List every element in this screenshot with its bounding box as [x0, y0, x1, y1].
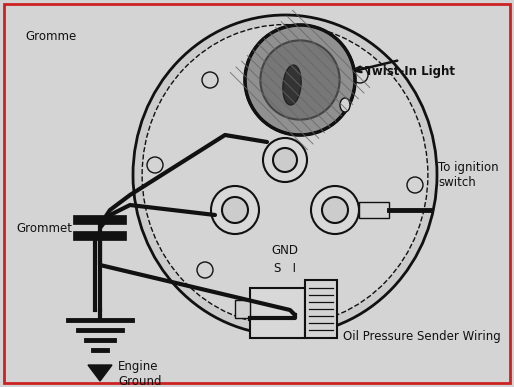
Bar	[250, 288, 305, 338]
Circle shape	[202, 72, 218, 88]
Text: Twist-In Light: Twist-In Light	[365, 65, 455, 79]
Ellipse shape	[340, 98, 350, 112]
Circle shape	[322, 197, 348, 223]
Ellipse shape	[283, 65, 301, 105]
Circle shape	[407, 177, 423, 193]
Bar	[305, 280, 337, 338]
Text: Gromme: Gromme	[25, 30, 76, 43]
Text: Oil Pressure Sender Wiring: Oil Pressure Sender Wiring	[343, 330, 501, 343]
Circle shape	[147, 157, 163, 173]
Bar	[235, 300, 250, 318]
Text: S   I: S I	[274, 262, 296, 274]
Circle shape	[352, 67, 368, 83]
Circle shape	[261, 40, 340, 120]
Circle shape	[273, 148, 297, 172]
Text: Grommet: Grommet	[16, 221, 72, 235]
Circle shape	[197, 262, 213, 278]
Text: GND: GND	[271, 243, 299, 257]
Text: To ignition
switch: To ignition switch	[438, 161, 499, 189]
Circle shape	[211, 186, 259, 234]
Circle shape	[263, 138, 307, 182]
Bar	[359, 202, 389, 218]
Ellipse shape	[133, 15, 437, 335]
Circle shape	[222, 197, 248, 223]
Polygon shape	[88, 365, 112, 381]
Circle shape	[245, 25, 355, 135]
Ellipse shape	[142, 25, 428, 325]
Circle shape	[311, 186, 359, 234]
Bar	[275, 290, 295, 304]
Text: Engine
Ground: Engine Ground	[118, 360, 161, 387]
